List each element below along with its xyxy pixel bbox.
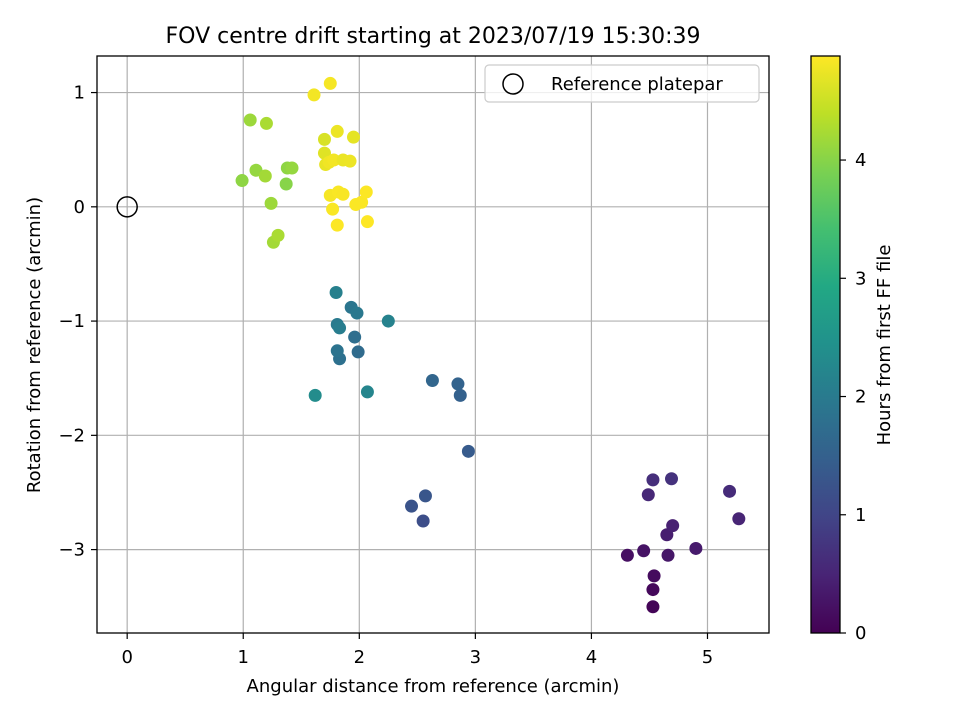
y-axis-label: Rotation from reference (arcmin) bbox=[24, 197, 45, 493]
data-point bbox=[405, 499, 419, 513]
data-point bbox=[350, 306, 364, 320]
data-point bbox=[336, 187, 350, 201]
data-point bbox=[451, 377, 465, 391]
data-point bbox=[326, 202, 340, 216]
data-point bbox=[235, 174, 249, 188]
scatter-series bbox=[235, 76, 746, 614]
legend-entry-reference: Reference platepar bbox=[551, 74, 723, 95]
colorbar-tick-label: 3 bbox=[855, 268, 866, 289]
y-tick-label: −3 bbox=[58, 540, 85, 561]
data-point bbox=[343, 154, 357, 168]
grid-lines bbox=[97, 56, 769, 633]
chart-title: FOV centre drift starting at 2023/07/19 … bbox=[166, 24, 701, 49]
data-point bbox=[359, 185, 373, 199]
data-point bbox=[355, 195, 369, 209]
data-point bbox=[453, 388, 467, 402]
data-point bbox=[461, 444, 475, 458]
data-point bbox=[360, 385, 374, 399]
data-point bbox=[637, 544, 651, 558]
colorbar-gradient bbox=[810, 55, 841, 634]
data-point bbox=[348, 330, 362, 344]
colorbar: 0 1 2 3 4 Hours from first FF file bbox=[810, 55, 895, 644]
reference-marker-group bbox=[116, 196, 138, 218]
data-point bbox=[732, 512, 746, 526]
data-point bbox=[418, 489, 432, 503]
data-point bbox=[381, 314, 395, 328]
data-point bbox=[689, 541, 703, 555]
reference-platepar-marker bbox=[116, 196, 138, 218]
colorbar-tick-label: 4 bbox=[855, 150, 866, 171]
data-point bbox=[360, 215, 374, 229]
data-point bbox=[330, 218, 344, 232]
y-tick-label: −1 bbox=[58, 311, 85, 332]
data-point bbox=[323, 76, 337, 90]
data-point bbox=[308, 388, 322, 402]
colorbar-tick-label: 2 bbox=[855, 387, 866, 408]
data-point bbox=[264, 196, 278, 210]
data-point bbox=[646, 473, 660, 487]
data-point bbox=[333, 321, 347, 335]
data-point bbox=[317, 132, 331, 146]
x-tick-label: 2 bbox=[354, 647, 365, 668]
data-point bbox=[279, 177, 293, 191]
x-tick-label: 0 bbox=[121, 647, 132, 668]
data-point bbox=[620, 548, 634, 562]
colorbar-tick-label: 0 bbox=[855, 623, 866, 644]
data-point bbox=[646, 583, 660, 597]
data-point bbox=[330, 124, 344, 138]
data-point bbox=[271, 228, 285, 242]
data-point bbox=[285, 161, 299, 175]
y-axis: −3 −2 −1 0 1 bbox=[58, 83, 97, 561]
x-axis: 0 1 2 3 4 5 bbox=[121, 633, 713, 668]
data-point bbox=[646, 600, 660, 614]
x-tick-label: 5 bbox=[702, 647, 713, 668]
data-point bbox=[346, 130, 360, 144]
data-point bbox=[666, 519, 680, 533]
legend: Reference platepar bbox=[484, 64, 760, 103]
y-tick-label: 1 bbox=[74, 83, 85, 104]
data-point bbox=[351, 345, 365, 359]
data-point bbox=[330, 344, 344, 358]
x-tick-label: 1 bbox=[238, 647, 249, 668]
data-point bbox=[243, 113, 257, 127]
data-point bbox=[665, 472, 679, 486]
data-point bbox=[307, 88, 321, 102]
legend-box bbox=[484, 64, 760, 103]
data-point bbox=[258, 169, 272, 183]
legend-marker-icon bbox=[502, 73, 524, 95]
x-tick-label: 3 bbox=[470, 647, 481, 668]
x-axis-label: Angular distance from reference (arcmin) bbox=[247, 676, 620, 697]
data-point bbox=[259, 116, 273, 130]
data-point bbox=[641, 488, 655, 502]
data-point bbox=[425, 373, 439, 387]
y-tick-label: −2 bbox=[58, 425, 85, 446]
data-point bbox=[329, 286, 343, 300]
data-point bbox=[249, 163, 263, 177]
plot-frame bbox=[96, 55, 770, 634]
data-point bbox=[416, 514, 430, 528]
data-point bbox=[661, 548, 675, 562]
colorbar-ticks: 0 1 2 3 4 bbox=[840, 150, 866, 644]
x-tick-label: 4 bbox=[586, 647, 597, 668]
colorbar-label: Hours from first FF file bbox=[874, 245, 895, 446]
data-point bbox=[723, 484, 737, 498]
data-point bbox=[327, 153, 341, 167]
y-tick-label: 0 bbox=[74, 197, 85, 218]
data-point bbox=[647, 569, 661, 583]
colorbar-tick-label: 1 bbox=[855, 505, 866, 526]
